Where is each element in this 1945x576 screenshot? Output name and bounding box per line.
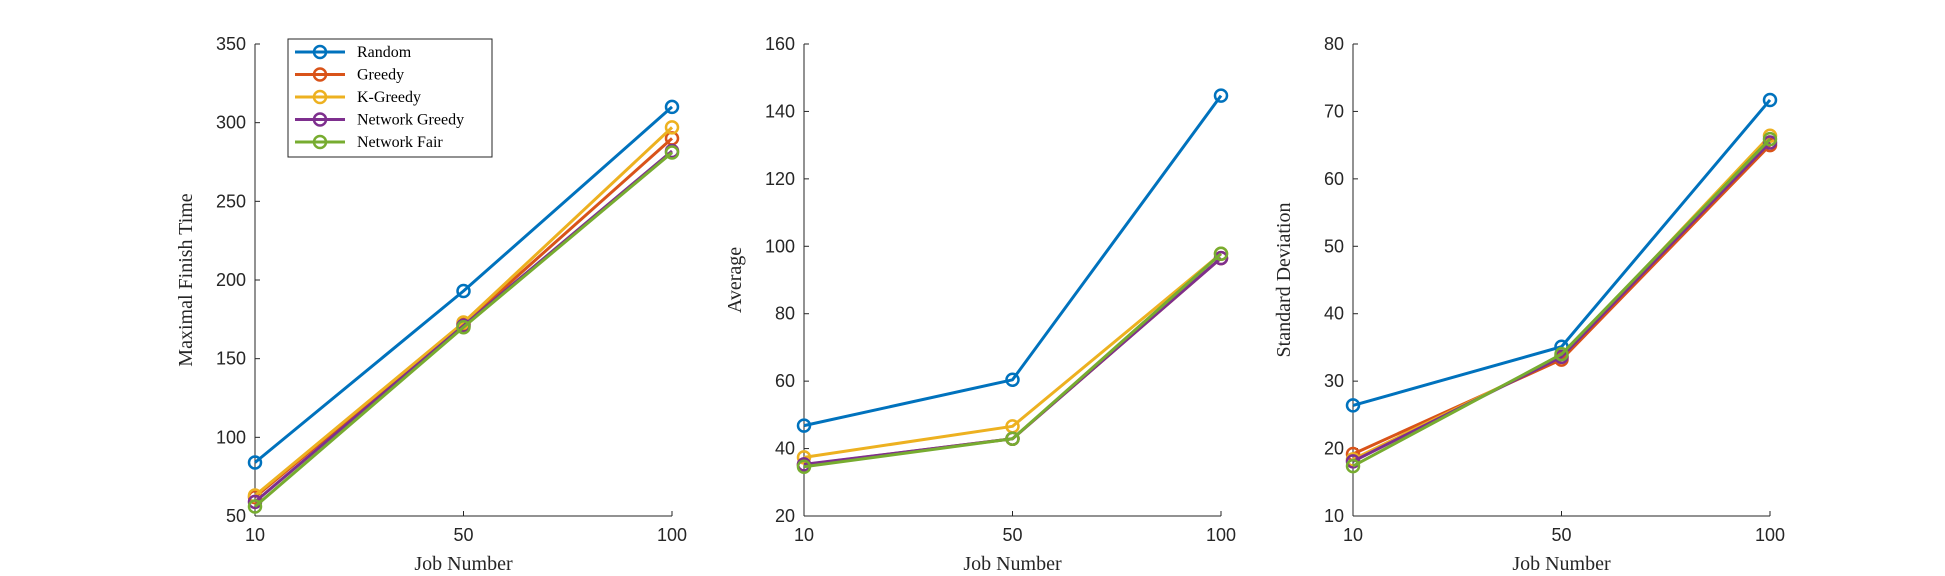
- series-line: [1352, 138, 1772, 468]
- y-tick-label: 20: [775, 506, 795, 526]
- series-line: [803, 252, 1222, 469]
- y-tick-label: 300: [216, 113, 246, 133]
- data-point: [1762, 131, 1778, 147]
- chart-panel-3: 10 50 100 10 20 30 40 50 60 70 80 Job Number Standar…: [1273, 34, 1785, 575]
- series-5: [1345, 131, 1778, 474]
- series-5: [796, 246, 1229, 475]
- y-tick-label: 350: [216, 34, 246, 54]
- y-tick-label: 60: [1324, 169, 1344, 189]
- legend-marker: [312, 89, 328, 105]
- data-point: [796, 418, 812, 433]
- legend-item: K-Greedy: [295, 89, 421, 106]
- data-point: [1345, 398, 1361, 413]
- y-tick-label: 40: [1324, 304, 1344, 324]
- y-tick-label: 30: [1324, 371, 1344, 391]
- legend-item: Network Greedy: [295, 112, 464, 129]
- legend: Random Greedy K-Greedy Network Greedy Networ…: [287, 38, 493, 158]
- legend-label: Network Fair: [357, 134, 443, 151]
- legend-marker: [312, 134, 328, 150]
- series-line: [254, 105, 673, 464]
- series-1: [247, 99, 680, 470]
- legend-marker: [312, 44, 328, 60]
- y-tick-label: 160: [765, 34, 795, 54]
- y-tick-label: 40: [775, 439, 795, 459]
- data-point: [1213, 246, 1229, 261]
- y-tick-label: 10: [1324, 506, 1344, 526]
- data-point: [1005, 372, 1020, 388]
- data-point: [247, 499, 263, 514]
- legend-item: Greedy: [295, 67, 404, 84]
- x-axis-title: Job Number: [414, 553, 513, 575]
- y-tick-label: 120: [765, 169, 795, 189]
- legend-marker: [312, 112, 328, 127]
- legend-label: Network Greedy: [357, 112, 464, 129]
- legend-label: K-Greedy: [357, 89, 421, 106]
- x-tick-label: 50: [1002, 525, 1022, 545]
- y-tick-label: 80: [1324, 34, 1344, 54]
- y-tick-label: 80: [775, 304, 795, 324]
- series-line: [254, 126, 674, 497]
- x-tick-label: 50: [453, 525, 473, 545]
- y-tick-label: 20: [1324, 439, 1344, 459]
- y-tick-label: 60: [775, 371, 795, 391]
- data-point: [664, 120, 680, 135]
- series-5: [247, 145, 680, 514]
- legend-label: Random: [357, 44, 412, 61]
- y-tick-label: 200: [216, 270, 246, 290]
- series-line: [1352, 141, 1772, 463]
- x-tick-label: 10: [245, 525, 265, 545]
- y-tick-label: 70: [1324, 101, 1344, 121]
- series-line: [1352, 98, 1772, 407]
- x-tick-label: 50: [1551, 525, 1571, 545]
- data-point: [1005, 431, 1020, 447]
- data-point: [1554, 346, 1569, 362]
- data-point: [456, 319, 471, 335]
- data-point: [1762, 92, 1778, 108]
- y-tick-label: 150: [216, 349, 246, 369]
- y-tick-label: 100: [765, 236, 795, 256]
- chart-panel-2: 10 50 100 20 40 60 80 100 120 140 160 Job Number Ave…: [724, 34, 1236, 575]
- x-axis-title: Job Number: [1512, 553, 1611, 575]
- data-point: [247, 455, 263, 470]
- y-axis-title: Standard Deviation: [1273, 203, 1295, 358]
- y-tick-label: 50: [226, 506, 246, 526]
- y-tick-label: 100: [216, 427, 246, 447]
- data-point: [664, 145, 680, 160]
- data-point: [1213, 88, 1229, 103]
- series-line: [803, 252, 1222, 459]
- x-tick-label: 100: [657, 525, 687, 545]
- data-point: [796, 459, 812, 475]
- y-tick-label: 140: [765, 101, 795, 121]
- data-point: [664, 99, 680, 115]
- legend-item: Network Fair: [295, 134, 443, 151]
- series-line: [254, 151, 673, 508]
- data-point: [456, 283, 471, 299]
- series-1: [796, 88, 1229, 433]
- y-axis-title: Maximal Finish Time: [175, 193, 197, 366]
- legend-marker: [312, 67, 328, 82]
- x-tick-label: 10: [1343, 525, 1363, 545]
- x-tick-label: 100: [1206, 525, 1236, 545]
- legend-item: Random: [295, 44, 412, 61]
- y-tick-label: 250: [216, 191, 246, 211]
- series-line: [803, 94, 1223, 428]
- data-point: [1345, 458, 1361, 474]
- x-tick-label: 100: [1755, 525, 1785, 545]
- y-axis-title: Average: [724, 247, 746, 313]
- x-tick-label: 10: [794, 525, 814, 545]
- x-axis-title: Job Number: [963, 553, 1062, 575]
- y-tick-label: 50: [1324, 236, 1344, 256]
- legend-label: Greedy: [357, 67, 404, 84]
